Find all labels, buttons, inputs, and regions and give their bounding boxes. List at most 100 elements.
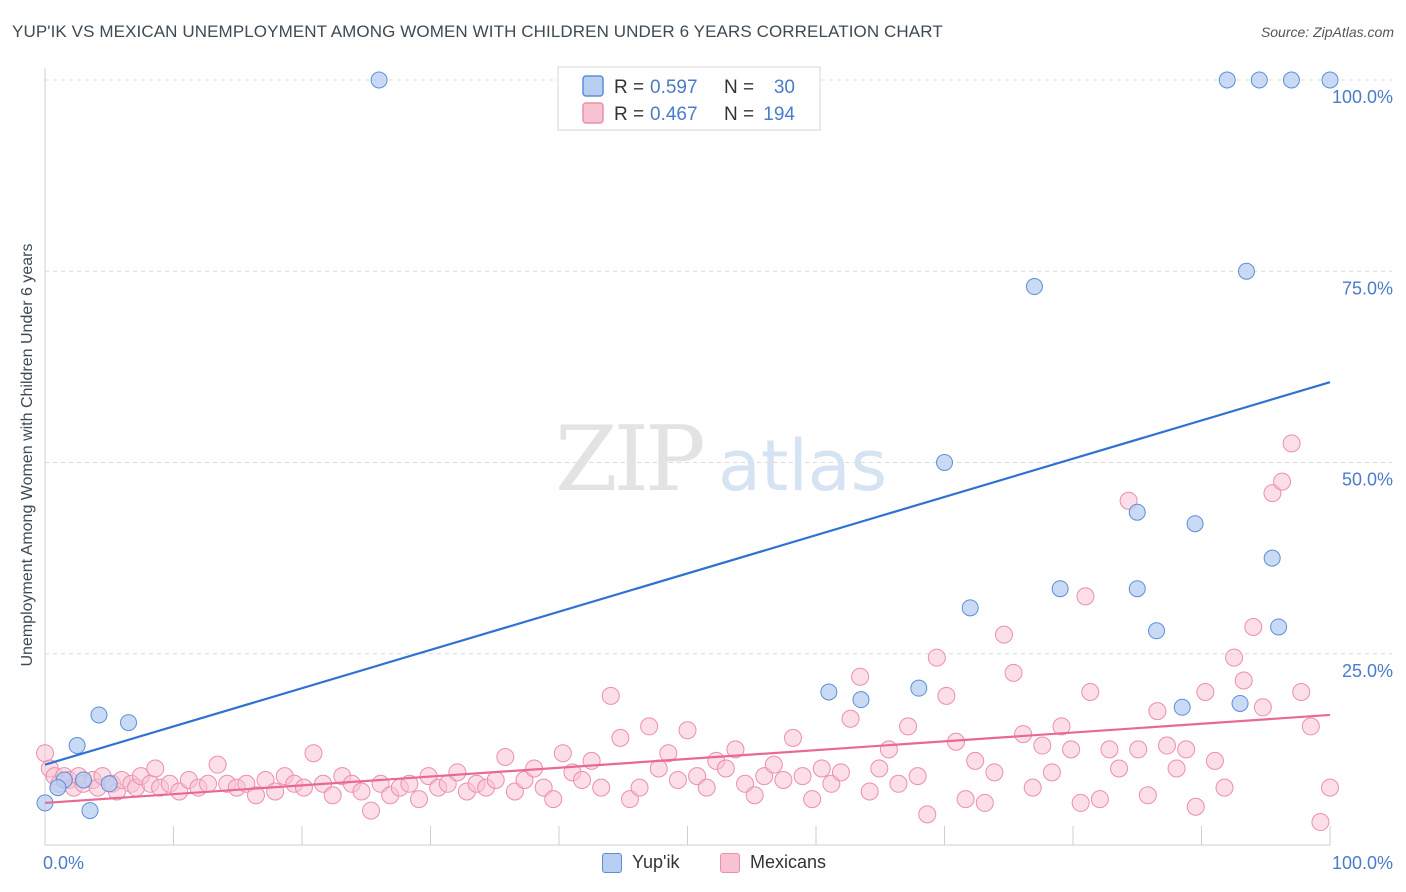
mexicans-point-102 xyxy=(937,686,956,705)
mexicans-point-86 xyxy=(783,728,802,747)
mexicans-point-127 xyxy=(1167,759,1186,778)
yupik-point-10 xyxy=(820,683,838,701)
yupik-point-18 xyxy=(1128,503,1146,521)
stats-legend: R = 0.597 N = 30 R = 0.467 N = 194 xyxy=(557,66,821,131)
mexicans-point-46 xyxy=(400,774,419,793)
yupik-point-2 xyxy=(49,779,67,797)
yupik-points xyxy=(36,71,1339,820)
mexicans-point-75 xyxy=(678,721,697,740)
yupik-point-17 xyxy=(1128,580,1146,598)
mexicans-point-72 xyxy=(649,759,668,778)
yupik-point-20 xyxy=(1173,698,1191,716)
mexicans-point-132 xyxy=(1215,778,1234,797)
mexicans-point-96 xyxy=(879,740,898,759)
mexicans-trend-line xyxy=(44,713,1331,805)
mexicans-point-100 xyxy=(918,805,937,824)
mexicans-point-95 xyxy=(870,759,889,778)
mexicans-point-121 xyxy=(1110,759,1129,778)
yupik-point-6 xyxy=(90,706,108,724)
yupik-point-19 xyxy=(1148,622,1166,640)
mexicans-point-141 xyxy=(1301,717,1320,736)
yupik-point-12 xyxy=(910,679,928,697)
mexicans-point-104 xyxy=(956,790,975,809)
mexicans-point-118 xyxy=(1081,683,1100,701)
yupik-point-7 xyxy=(100,775,118,793)
stats-r-label-mexicans: R = xyxy=(614,104,644,125)
mexicans-point-74 xyxy=(668,770,687,789)
yupik-point-4 xyxy=(75,771,93,789)
yupik-point-23 xyxy=(1231,694,1249,712)
mexicans-point-51 xyxy=(448,763,467,782)
stats-n-label-yupik: N = xyxy=(724,77,754,98)
grid-lines xyxy=(45,79,1392,655)
mexicans-point-71 xyxy=(640,717,659,736)
mexicans-point-139 xyxy=(1282,434,1301,453)
trend-lines xyxy=(44,381,1331,805)
tick-labels: 25.0% 50.0% 75.0% 100.0% 0.0% 100.0% xyxy=(43,87,1393,873)
mexicans-point-112 xyxy=(1033,736,1052,755)
mexicans-point-107 xyxy=(985,763,1004,782)
mexicans-point-62 xyxy=(553,744,572,763)
legend-item-mexicans[interactable]: Mexicans xyxy=(720,852,826,873)
stats-n-label-mexicans: N = xyxy=(724,104,754,125)
mexicans-point-77 xyxy=(697,778,716,797)
yupik-point-26 xyxy=(1263,549,1281,567)
mexicans-point-55 xyxy=(486,770,505,789)
stats-r-label-yupik: R = xyxy=(614,77,644,98)
yupik-point-9 xyxy=(370,71,388,89)
mexicans-point-129 xyxy=(1186,797,1205,816)
mexicans-point-133 xyxy=(1225,648,1244,667)
mexicans-point-70 xyxy=(630,778,649,797)
stats-swatch-mexicans xyxy=(582,102,604,124)
mexicans-point-111 xyxy=(1023,778,1042,797)
yupik-point-5 xyxy=(81,802,99,820)
y-tick-label-25: 25.0% xyxy=(1342,661,1393,681)
mexicans-point-19 xyxy=(146,759,165,778)
mexicans-point-106 xyxy=(975,793,994,812)
mexicans-point-134 xyxy=(1234,671,1253,690)
mexicans-point-36 xyxy=(304,744,323,763)
mexicans-point-117 xyxy=(1076,587,1095,606)
yupik-point-24 xyxy=(1237,262,1255,280)
mexicans-point-105 xyxy=(966,751,985,770)
mexicans-point-143 xyxy=(1321,778,1339,797)
yupik-point-16 xyxy=(1051,580,1069,598)
legend-label-yupik: Yup'ik xyxy=(632,852,680,872)
mexicans-point-114 xyxy=(1052,717,1071,736)
legend-swatch-mexicans xyxy=(720,852,740,873)
mexicans-point-140 xyxy=(1292,683,1311,701)
mexicans-point-88 xyxy=(803,790,822,809)
mexicans-point-108 xyxy=(994,625,1013,644)
mexicans-point-110 xyxy=(1014,725,1033,744)
legend-swatch-yupik xyxy=(602,852,622,873)
legend-item-yupik[interactable]: Yup'ik xyxy=(602,852,679,873)
y-tick-label-100: 100.0% xyxy=(1332,87,1393,107)
mexicans-point-124 xyxy=(1138,786,1157,805)
mexicans-point-119 xyxy=(1090,790,1109,809)
yupik-point-25 xyxy=(1250,71,1268,89)
y-tick-label-75: 75.0% xyxy=(1342,278,1393,298)
yupik-point-21 xyxy=(1186,515,1204,533)
x-tick-label-100: 100.0% xyxy=(1332,853,1393,873)
yupik-point-27 xyxy=(1270,618,1288,636)
mexicans-point-47 xyxy=(409,790,428,809)
mexicans-point-35 xyxy=(294,778,313,797)
legend-label-mexicans: Mexicans xyxy=(750,852,827,872)
mexicans-point-26 xyxy=(208,755,227,774)
stats-swatch-yupik xyxy=(582,75,604,97)
bottom-legend: Yup'ik Mexicans xyxy=(0,852,1406,878)
mexicans-point-61 xyxy=(544,790,563,809)
mexicans-point-87 xyxy=(793,767,812,786)
mexicans-point-99 xyxy=(908,767,927,786)
yupik-trend-line xyxy=(44,381,1331,766)
yupik-point-8 xyxy=(120,714,138,732)
mexicans-point-109 xyxy=(1004,663,1023,682)
mexicans-point-41 xyxy=(352,782,371,801)
source-label: Source: ZipAtlas.com xyxy=(1260,24,1394,40)
yupik-point-15 xyxy=(1025,278,1043,296)
mexicans-point-94 xyxy=(860,782,879,801)
mexicans-point-67 xyxy=(601,686,620,705)
yupik-point-11 xyxy=(852,691,870,709)
stats-n-value-yupik: 30 xyxy=(774,77,795,98)
